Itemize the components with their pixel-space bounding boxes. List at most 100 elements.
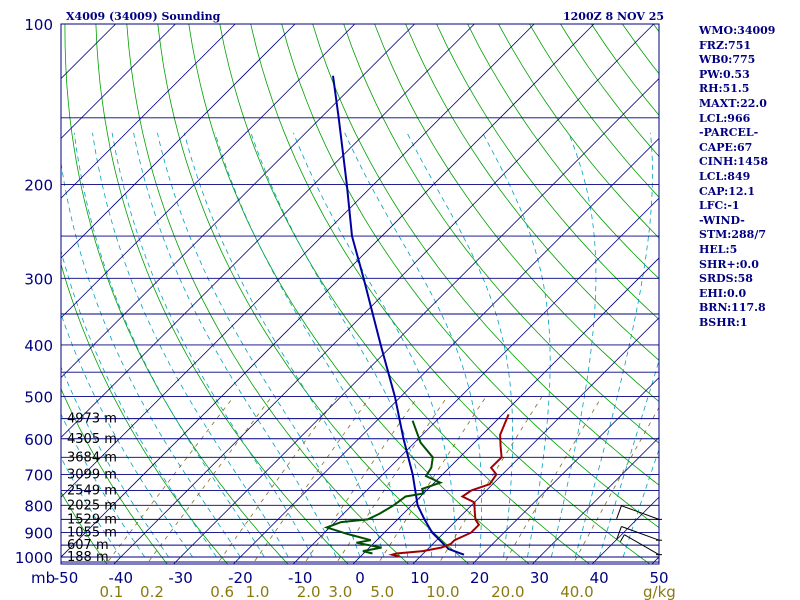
isotherm — [61, 24, 236, 199]
barb-flag — [616, 505, 622, 520]
index-cap: CAP:12.1 — [699, 184, 756, 198]
mixing-ratio-label: 0.2 — [140, 583, 164, 600]
isotherm — [61, 24, 535, 498]
mixing-ratio-line — [303, 396, 419, 564]
pressure-tick-label: 100 — [24, 16, 53, 34]
isotherm — [61, 24, 475, 438]
plot-frame — [60, 23, 660, 565]
mixing-ratio-label: 0.1 — [99, 583, 123, 600]
pressure-tick-label: 600 — [24, 431, 53, 449]
height-label: 2549 m — [67, 483, 117, 498]
pressure-tick-label: 200 — [24, 176, 53, 194]
station-title: X4009 (34009) Sounding — [66, 10, 221, 23]
mixing-ratio-line — [252, 396, 371, 564]
index-shr: SHR+:0.0 — [699, 257, 759, 271]
dry-adiabat — [64, 24, 289, 564]
pressure-tick-label: 300 — [24, 270, 53, 288]
mixing-ratio-label: 1.0 — [246, 583, 270, 600]
temperature-tick-label: -10 — [288, 569, 313, 587]
moist-adiabat — [111, 132, 313, 558]
barb-shaft — [621, 505, 660, 520]
isotherm — [61, 24, 415, 379]
mixing-ratio-label: 5.0 — [370, 583, 394, 600]
index-parcel-lcl: LCL:849 — [699, 169, 751, 183]
height-label: 4305 m — [67, 432, 117, 447]
index-maxt: MAXT:22.0 — [699, 96, 767, 110]
pressure-tick-label: 700 — [24, 466, 53, 484]
dry-adiabat — [61, 387, 168, 564]
moist-adiabat — [133, 132, 337, 558]
mixing-ratio-label: 20.0 — [491, 583, 524, 600]
temperature-tick-label: 40 — [590, 569, 609, 587]
index-lfc: LFC:-1 — [699, 199, 740, 213]
index-cinh: CINH:1458 — [699, 155, 769, 169]
dry-adiabat — [312, 24, 659, 486]
dry-adiabat — [374, 24, 659, 403]
isotherm — [0, 24, 56, 568]
dry-adiabat — [405, 24, 659, 361]
mixing-ratio-unit: g/kg — [643, 583, 676, 600]
isotherm — [61, 24, 595, 558]
dry-adiabat — [436, 24, 659, 320]
index-rh: RH:51.5 — [699, 82, 750, 96]
pressure-tick-label: 400 — [24, 337, 53, 355]
temperature-tick-label: -40 — [109, 569, 134, 587]
dewpoint-trace — [323, 420, 444, 555]
index-hel: HEL:5 — [699, 242, 738, 256]
valid-time: 1200Z 8 NOV 25 — [563, 10, 664, 23]
temperature-tick-label: 20 — [470, 569, 489, 587]
isotherm — [412, 317, 659, 564]
parcel-trace — [332, 75, 465, 556]
mixing-ratio-label: 0.6 — [210, 583, 234, 600]
index-lcl: LCL:966 — [699, 111, 751, 125]
pressure-tick-label: 900 — [24, 525, 53, 543]
mixing-ratio-line — [216, 396, 338, 564]
dry-adiabat — [777, 24, 800, 568]
temperature-tick-label: 0 — [355, 569, 365, 587]
wind-barb — [616, 505, 662, 520]
moist-adiabat — [92, 132, 289, 558]
index-cape: CAPE:67 — [699, 140, 753, 154]
dry-adiabat — [61, 262, 229, 564]
dry-adiabat — [281, 24, 659, 529]
grid-lines — [0, 24, 800, 568]
index-bshr: BSHR:1 — [699, 315, 748, 329]
isotherm — [292, 197, 659, 564]
index-brn: BRN:117.8 — [699, 301, 766, 315]
height-label: 188 m — [67, 550, 109, 565]
isotherm — [232, 137, 659, 564]
height-label: 1529 m — [67, 512, 117, 527]
plot-background — [61, 24, 659, 564]
isotherm — [113, 24, 655, 564]
dry-adiabat — [188, 24, 530, 564]
mixing-ratio-line — [503, 396, 603, 564]
height-label: 3099 m — [67, 467, 117, 482]
wind-barbs — [616, 505, 662, 556]
dry-adiabat — [467, 24, 659, 280]
temperature-tick-label: -50 — [54, 569, 79, 587]
isotherm — [173, 78, 659, 564]
temperature-trace — [388, 414, 510, 558]
mixing-ratio-line — [377, 396, 487, 564]
temperature-tick-label: -20 — [228, 569, 253, 587]
index-wb0: WB0:775 — [699, 53, 756, 67]
index-wmo: WMO:34009 — [699, 24, 776, 37]
mixing-ratio-label: 40.0 — [560, 583, 593, 600]
moist-adiabat — [574, 132, 653, 558]
sounding-indices: WMO:34009 FRZ:751 WB0:775 PW:0.53 RH:51.… — [699, 24, 775, 330]
isotherm — [61, 24, 296, 259]
moist-adiabat — [61, 413, 146, 558]
temperature-tick-label: -30 — [168, 569, 193, 587]
barb-shaft — [621, 526, 660, 541]
index-stm: STM:288/7 — [699, 228, 766, 242]
height-label: 2025 m — [67, 498, 117, 513]
pressure-tick-label: 1000 — [15, 549, 53, 567]
temperature-tick-label: 10 — [410, 569, 429, 587]
barb-flag — [619, 534, 625, 542]
mixing-ratio-label: 2.0 — [297, 583, 321, 600]
moist-adiabat — [61, 365, 169, 558]
pressure-tick-label: 500 — [24, 389, 53, 407]
profile-traces — [323, 75, 510, 558]
